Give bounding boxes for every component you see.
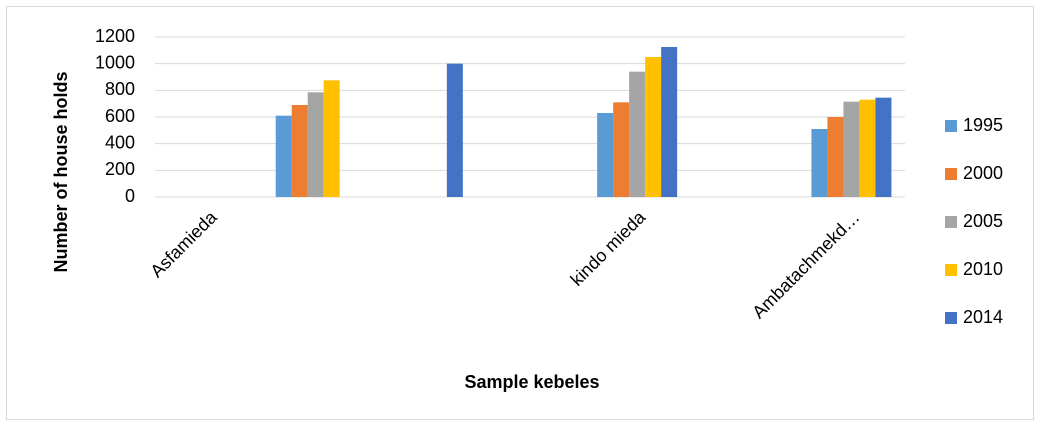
y-tick-label: 400 bbox=[105, 132, 135, 152]
bar bbox=[291, 105, 308, 197]
bar bbox=[875, 97, 892, 197]
y-tick-label: 0 bbox=[125, 186, 135, 206]
legend-label: 2005 bbox=[963, 211, 1003, 231]
bar bbox=[661, 47, 678, 197]
bar bbox=[275, 115, 292, 197]
bar bbox=[629, 71, 646, 197]
legend-swatch bbox=[945, 168, 957, 180]
bar bbox=[859, 99, 876, 197]
bar bbox=[843, 101, 860, 197]
y-tick-label: 800 bbox=[105, 79, 135, 99]
bar bbox=[811, 129, 828, 197]
legend-label: 2000 bbox=[963, 163, 1003, 183]
legend-label: 1995 bbox=[963, 115, 1003, 135]
x-axis-title: Sample kebeles bbox=[464, 372, 599, 392]
y-tick-label: 1200 bbox=[95, 26, 135, 46]
y-tick-label: 600 bbox=[105, 106, 135, 126]
bar bbox=[446, 63, 463, 197]
bar bbox=[323, 80, 340, 197]
bar bbox=[597, 113, 614, 197]
bar bbox=[827, 117, 844, 197]
bar bbox=[645, 57, 662, 197]
legend-label: 2014 bbox=[963, 307, 1003, 327]
y-tick-label: 200 bbox=[105, 159, 135, 179]
legend-swatch bbox=[945, 216, 957, 228]
legend-swatch bbox=[945, 264, 957, 276]
y-tick-label: 1000 bbox=[95, 52, 135, 72]
legend-swatch bbox=[945, 120, 957, 132]
legend-swatch bbox=[945, 312, 957, 324]
legend-label: 2010 bbox=[963, 259, 1003, 279]
bar bbox=[613, 102, 630, 197]
chart-border bbox=[6, 6, 1034, 420]
bar bbox=[307, 92, 324, 197]
y-axis-title: Number of house holds bbox=[51, 71, 71, 272]
